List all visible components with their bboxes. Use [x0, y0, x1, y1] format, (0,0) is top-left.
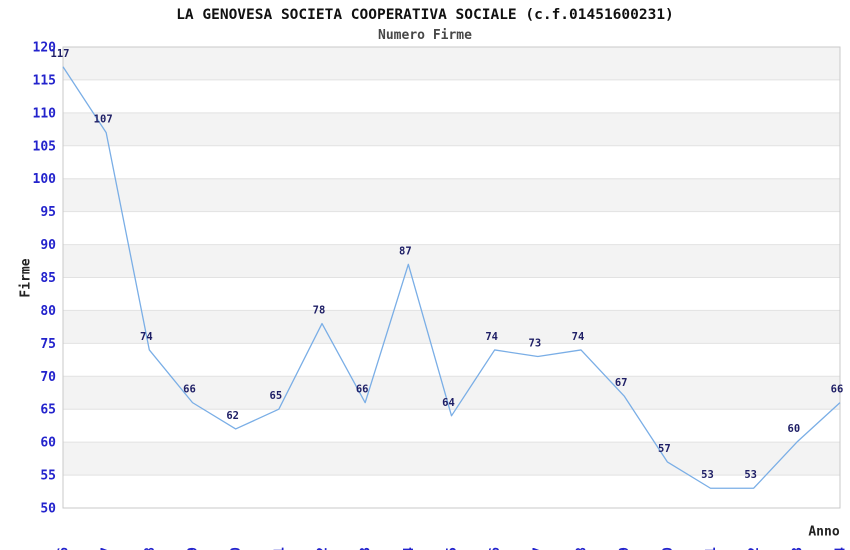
grid-band	[63, 112, 840, 146]
x-tick-label: 2012	[316, 547, 331, 550]
x-tick-label: 2017	[531, 547, 546, 550]
chart-title: LA GENOVESA SOCIETA COOPERATIVA SOCIALE …	[176, 7, 674, 23]
data-point-label: 87	[399, 245, 412, 257]
y-tick-label: 115	[33, 73, 56, 88]
y-tick-label: 90	[40, 238, 56, 253]
grid-band	[63, 442, 840, 476]
data-point-label: 73	[529, 338, 542, 350]
x-tick-label: 2019	[618, 547, 633, 550]
y-tick-label: 75	[40, 337, 56, 352]
x-tick-label: 2022	[747, 547, 762, 550]
y-tick-label: 110	[33, 106, 57, 121]
y-axis-label: Firme	[18, 258, 34, 298]
data-point-label: 64	[442, 397, 455, 409]
x-tick-label: 2007	[100, 547, 115, 550]
plot-border	[62, 46, 841, 509]
y-tick-label: 105	[33, 139, 56, 154]
x-tick-label: 2010	[229, 547, 244, 550]
x-tick-label: 2016	[488, 547, 503, 550]
y-tick-label: 50	[40, 502, 56, 517]
data-point-label: 66	[831, 384, 844, 396]
x-tick-label: 2009	[186, 547, 201, 550]
data-point-label: 74	[140, 331, 153, 343]
x-tick-label: 2011	[272, 547, 287, 550]
y-tick-label: 100	[33, 172, 57, 187]
x-tick-label: 2008	[143, 547, 158, 550]
y-tick-label: 85	[40, 271, 56, 286]
grid-band	[63, 310, 840, 344]
x-tick-label: 2015	[445, 547, 460, 550]
data-point-label: 65	[270, 390, 283, 402]
series-line	[62, 66, 841, 489]
y-tick-label: 65	[40, 403, 56, 418]
x-axis-label: Anno	[808, 524, 840, 540]
x-tick-label: 2006	[57, 547, 72, 550]
y-tick-label: 80	[40, 304, 56, 319]
data-point-label: 117	[51, 48, 70, 60]
data-point-label: 107	[94, 114, 113, 126]
data-point-label: 60	[788, 423, 801, 435]
data-point-label: 74	[485, 331, 498, 343]
data-point-label: 78	[313, 305, 326, 317]
x-tick-label: 2013	[359, 547, 374, 550]
x-tick-label: 2018	[575, 547, 590, 550]
x-tick-label: 2021	[704, 547, 719, 550]
data-point-label: 57	[658, 443, 671, 455]
y-tick-label: 95	[40, 205, 56, 220]
grid-band	[63, 376, 840, 410]
y-tick-label: 120	[33, 41, 57, 56]
y-tick-label: 55	[40, 469, 56, 484]
grid-band	[63, 47, 840, 80]
data-point-label: 66	[356, 384, 369, 396]
x-tick-label: 2014	[402, 547, 417, 550]
data-point-label: 74	[572, 331, 585, 343]
x-tick-label: 2020	[661, 547, 676, 550]
data-point-label: 66	[183, 384, 196, 396]
chart-subtitle: Numero Firme	[378, 28, 472, 43]
grid-band	[63, 244, 840, 278]
data-point-label: 67	[615, 377, 628, 389]
x-tick-label: 2023	[790, 547, 805, 550]
x-tick-label: 2024	[834, 547, 849, 550]
y-tick-label: 60	[40, 436, 56, 451]
grid-band	[63, 178, 840, 212]
data-point-label: 53	[701, 469, 714, 481]
data-point-label: 62	[226, 410, 239, 422]
data-point-label: 53	[744, 469, 757, 481]
y-tick-label: 70	[40, 370, 56, 385]
